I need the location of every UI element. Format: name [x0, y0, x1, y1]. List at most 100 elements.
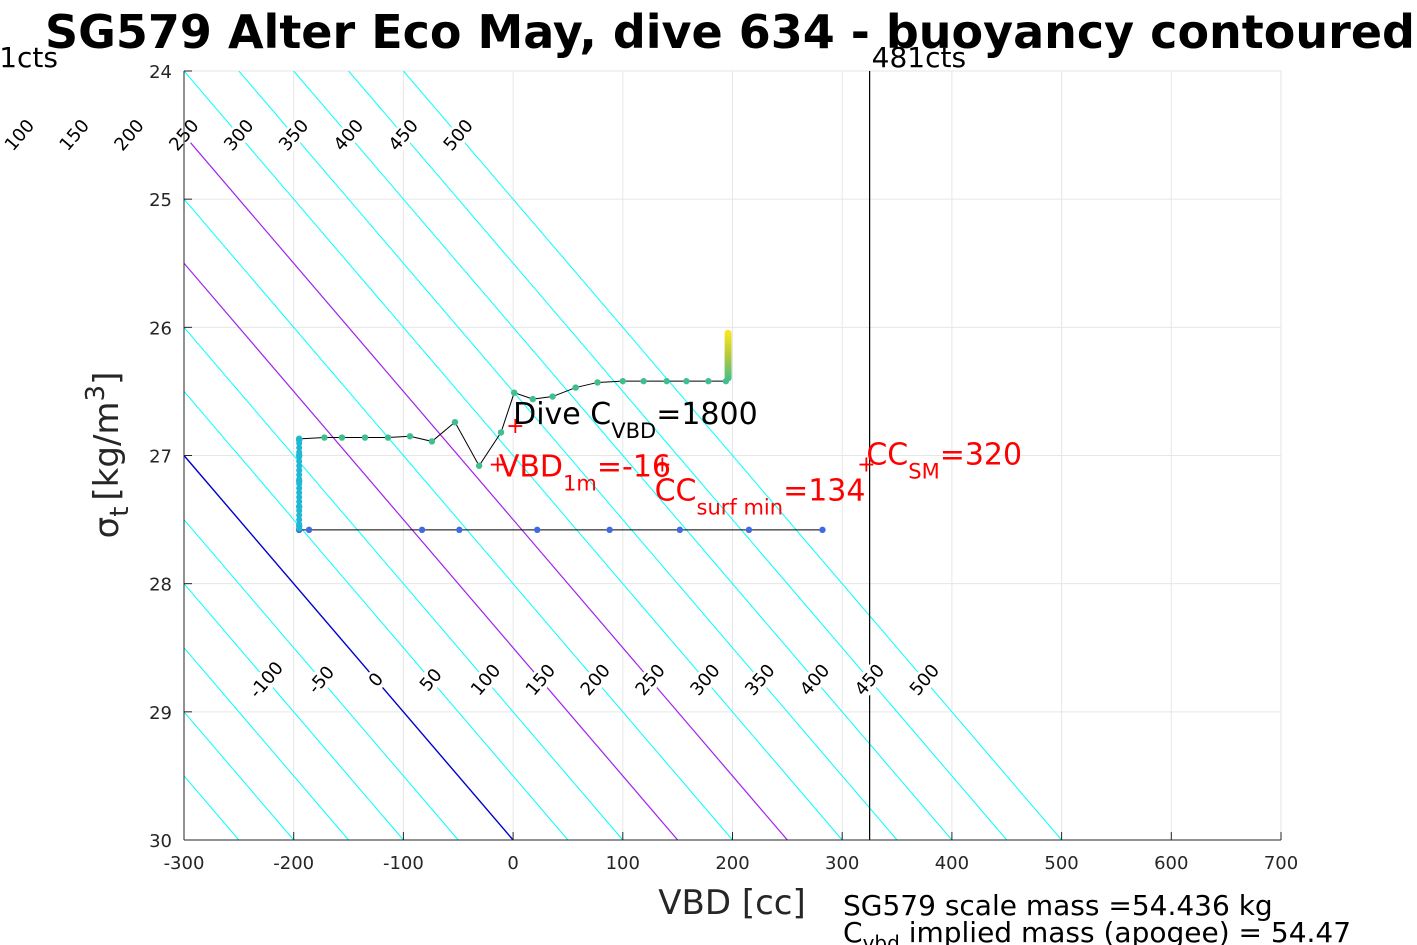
y-tick-label: 27 [149, 447, 172, 468]
dive-track [295, 329, 826, 534]
contour-label-top-bg [219, 114, 259, 156]
contour-label-bottom-bg [521, 659, 560, 700]
track-point [296, 462, 303, 469]
annotation-marker: + [506, 414, 524, 439]
contour-line [184, 646, 349, 840]
track-point [296, 498, 303, 505]
track-point [640, 377, 647, 385]
y-label-units: [kg/m [87, 401, 127, 500]
vertical-reference-lines: 481cts 1cts [0, 41, 966, 840]
track-point [418, 526, 426, 534]
contour-line [184, 71, 843, 840]
contour-label-top-bg [384, 114, 423, 156]
annotation-ccsm: CCSM=320 [866, 437, 1022, 483]
x-tick-label: 0 [507, 853, 518, 874]
contour-line [184, 262, 679, 840]
vbd-limit-label: 1cts [0, 41, 58, 74]
annotation-ccsurf: CCsurf min=134 [655, 473, 866, 519]
contour-label-bottom-bg [466, 659, 505, 700]
track-point [296, 485, 303, 492]
annotation-vbd1m: VBD1m=-16 [499, 449, 671, 495]
axes: -300 -200 -100 0 100 200 300 400 500 600 700 24 25 26… [149, 62, 1298, 874]
track-point [594, 379, 601, 386]
track-point [384, 434, 392, 441]
track-point [305, 526, 313, 534]
annotations: +Dive CVBD=1800+VBD1m=-16+CCsurf min=134… [489, 397, 1023, 519]
contour-label-top-bg [274, 114, 314, 156]
track-point [296, 525, 303, 532]
track-point [705, 377, 712, 385]
annotation-main: VBD [499, 449, 563, 484]
track-point [745, 526, 753, 534]
track-point [296, 507, 303, 514]
y-tick-label: 28 [149, 575, 172, 596]
track-point [296, 512, 303, 519]
contour-label-top: 150 [56, 116, 94, 156]
x-tick-label: -200 [273, 853, 314, 874]
y-label-close: ] [87, 372, 127, 385]
annotation-main: Dive C [513, 397, 611, 432]
contour-label-bottom-bg [740, 659, 780, 700]
track-point [321, 434, 328, 441]
x-tick-label: 100 [606, 853, 640, 874]
x-tick-label: 400 [935, 853, 969, 874]
contour-line [184, 390, 569, 840]
y-label-sup: 3 [81, 385, 111, 402]
track-point [606, 526, 613, 534]
footer-c: C [843, 916, 863, 945]
contour-line [184, 454, 514, 840]
vbd-limit-label: 481cts [872, 41, 966, 74]
contour-label-bottom-bg [905, 659, 944, 700]
y-axis-label: σt [kg/m3] [81, 372, 135, 539]
contour-line [0, 71, 19, 840]
x-tick-label: 200 [715, 853, 749, 874]
annotation-value: =134 [783, 473, 865, 508]
contour-line [238, 71, 898, 840]
track-point [296, 503, 303, 510]
contour-label-bottom-bg [301, 659, 341, 700]
contour-lines [0, 71, 1062, 840]
x-tick-label: 500 [1044, 853, 1078, 874]
y-tick-label: 25 [149, 190, 172, 211]
track-point [456, 526, 463, 534]
contour-label-bottom-bg [576, 659, 615, 700]
contour-label-bottom-bg [630, 659, 670, 700]
x-tick-label: 600 [1154, 853, 1188, 874]
track-point [451, 418, 459, 426]
track-point [296, 476, 303, 483]
contour-label-top: 200 [110, 116, 148, 156]
contour-line [184, 326, 624, 840]
contour-line [184, 134, 788, 840]
x-tick-label: -300 [164, 853, 205, 874]
annotation-marker: + [857, 452, 875, 477]
annotation-value: =1800 [656, 397, 757, 432]
x-tick-label: 300 [825, 853, 859, 874]
contour-label-bottom-bg [356, 659, 396, 700]
annotation-dive_cvbd: Dive CVBD=1800 [513, 397, 758, 443]
track-point [296, 449, 303, 456]
track-point [296, 440, 303, 447]
track-point [296, 467, 303, 474]
footer-scale-mass: SG579 scale mass =54.436 kg [843, 889, 1273, 922]
footer-rest: implied mass (apogee) = 54.47 [900, 916, 1351, 945]
chart-title: SG579 Alter Eco May, dive 634 - buoyancy… [45, 5, 1415, 59]
y-label-sub: t [105, 507, 135, 517]
annotation-main: CC [655, 473, 697, 508]
contour-line [293, 71, 953, 840]
contour-label-bottom-bg [795, 659, 835, 700]
contour-label-top-bg [438, 114, 478, 156]
x-axis-label: VBD [cc] [658, 883, 806, 923]
contour-line [0, 71, 74, 840]
track-point [296, 516, 303, 523]
track-point [572, 384, 579, 391]
track-point [475, 462, 483, 469]
track-point [296, 435, 303, 442]
track-point [338, 434, 346, 441]
y-tick-label: 29 [149, 703, 172, 724]
contour-label-top: 100 [1, 116, 39, 156]
annotation-value: =320 [940, 437, 1022, 472]
track-point [663, 377, 670, 385]
contour-line [348, 71, 1008, 840]
annotation-value: =-16 [597, 449, 671, 484]
track-point [529, 395, 537, 403]
